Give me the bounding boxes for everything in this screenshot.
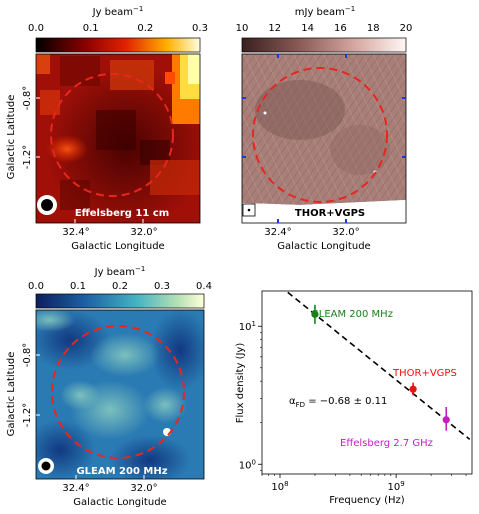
chart-point [442, 416, 450, 424]
panel-b-region-circle [252, 67, 388, 203]
panel-b-cbar-tick: 16 [334, 23, 347, 34]
panel-c-beam-ellipse [41, 461, 51, 471]
panel-d-chart: 108 109 100 101 Frequency (Hz) Flux dens… [235, 290, 473, 506]
panel-b-xtick: 32.0° [332, 227, 359, 238]
panel-c-xtick: 32.4° [62, 483, 89, 494]
chart-ylabel: Flux density (Jy) [235, 343, 246, 424]
panel-a-region-circle [50, 73, 174, 197]
panel-a: Jy beam−1 0.0 0.1 0.2 0.3 E [6, 5, 208, 252]
panel-a-beam-ellipse [41, 199, 53, 211]
panel-c-colorbar [35, 293, 205, 309]
panel-a-xtick: 32.0° [130, 227, 157, 238]
panel-c-image [36, 310, 204, 479]
panel-c-survey-label: GLEAM 200 MHz [76, 466, 167, 477]
panel-c: Jy beam−1 0.0 0.1 0.2 0.3 0.4 GLEAM 200 … [6, 265, 212, 508]
panel-c-region-circle [51, 325, 185, 459]
panel-c-cbar-tick: 0.2 [112, 281, 128, 292]
panel-a-ylabel: Galactic Latitude [6, 95, 17, 180]
chart-point [409, 385, 417, 393]
chart-series-label-effelsberg: Effelsberg 2.7 GHz [340, 438, 433, 449]
panel-b-cbar-label: mJy beam−1 [295, 5, 355, 18]
panel-b-image [242, 54, 406, 223]
chart-xlabel: Frequency (Hz) [329, 495, 405, 506]
panel-a-cbar-tick: 0.2 [137, 23, 153, 34]
chart-frame [261, 290, 473, 475]
chart-fit-line [284, 291, 471, 440]
chart-xtick-label: 108 [271, 480, 288, 493]
panel-b-cbar-tick: 10 [236, 23, 249, 34]
panel-a-ytick: -1.2° [22, 145, 33, 170]
panel-a-xlabel: Galactic Longitude [71, 241, 164, 252]
panel-a-cbar-tick: 0.3 [192, 23, 208, 34]
panel-c-cbar-tick: 0.3 [154, 281, 170, 292]
panel-a-image [36, 54, 200, 223]
panel-b-beam-ellipse [247, 208, 251, 212]
panel-a-cbar-label: Jy beam−1 [92, 5, 144, 18]
panel-c-ticks [36, 354, 145, 479]
panel-b-cbar-tick: 18 [367, 23, 380, 34]
panel-b: mJy beam−1 10 12 14 16 18 20 THOR+VGPS [236, 5, 413, 252]
panel-a-cbar-tick: 0.0 [28, 23, 44, 34]
panel-b-frame [241, 53, 407, 224]
panel-a-survey-label: Effelsberg 11 cm [75, 208, 169, 219]
panel-c-cbar-label: Jy beam−1 [94, 265, 146, 278]
chart-minor-ticks [260, 332, 467, 476]
panel-c-xtick: 32.0° [130, 483, 157, 494]
panel-b-cbar-tick: 12 [268, 23, 281, 34]
panel-a-colorbar [35, 37, 201, 53]
panel-c-ytick: -1.2° [22, 403, 33, 428]
panel-b-ticks [242, 54, 406, 223]
panel-b-colorbar [241, 37, 407, 53]
chart-series-label-thor: THOR+VGPS [392, 368, 457, 379]
chart-xtick-label: 109 [388, 480, 405, 493]
chart-ytick-label: 101 [239, 320, 256, 333]
chart-series-label-gleam: GLEAM 200 MHz [311, 309, 393, 320]
panel-b-xtick: 32.4° [264, 227, 291, 238]
panel-a-cbar-tick: 0.1 [83, 23, 99, 34]
panel-b-cbar-tick: 20 [400, 23, 413, 34]
panel-c-cbar-tick: 0.4 [196, 281, 212, 292]
chart-major-ticks [258, 325, 397, 478]
chart-annotation: αFD = −0.68 ± 0.11 [289, 396, 387, 409]
panel-c-cbar-tick: 0.1 [70, 281, 86, 292]
panel-c-frame [35, 309, 205, 480]
panel-a-ticks [36, 97, 144, 223]
panel-b-xlabel: Galactic Longitude [277, 241, 370, 252]
chart-ytick-label: 100 [239, 458, 256, 471]
chart-point [311, 310, 319, 318]
panel-c-ytick: -0.8° [22, 343, 33, 368]
panel-c-ylabel: Galactic Latitude [6, 352, 17, 437]
panel-b-survey-label: THOR+VGPS [295, 208, 365, 219]
panel-a-xtick: 32.4° [62, 227, 89, 238]
panel-c-xlabel: Galactic Longitude [73, 497, 166, 508]
panel-a-frame [35, 53, 201, 224]
panel-b-cbar-tick: 14 [301, 23, 314, 34]
panel-c-cbar-tick: 0.0 [28, 281, 44, 292]
panel-a-ytick: -0.8° [22, 86, 33, 111]
